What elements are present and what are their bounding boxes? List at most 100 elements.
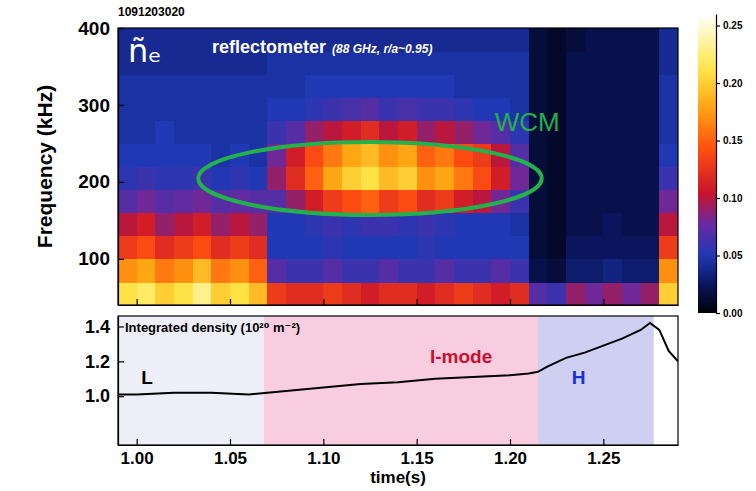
heatmap-cell: [585, 190, 604, 214]
heatmap-cell: [622, 167, 641, 191]
tick: 1.00: [121, 439, 154, 468]
tick: 1.10: [307, 439, 340, 468]
heatmap-cell: [510, 236, 529, 260]
heatmap-cell: [249, 190, 268, 214]
heatmap-cell: [585, 120, 604, 144]
tick-mark: [510, 299, 511, 305]
heatmap-cell: [473, 120, 492, 144]
heatmap-cell: [305, 167, 324, 191]
heatmap-cell: [305, 97, 324, 121]
heatmap-cell: [603, 236, 622, 260]
heatmap-cell: [286, 167, 305, 191]
heatmap-cell: [547, 259, 566, 283]
tick-mark: [716, 83, 720, 84]
heatmap-cell: [211, 97, 230, 121]
heatmap-cell: [435, 28, 454, 52]
heatmap-cell: [323, 259, 342, 283]
heatmap-cell: [491, 167, 510, 191]
tick-label: 400: [78, 18, 110, 39]
heatmap-cell: [566, 74, 585, 98]
heatmap-cell: [547, 143, 566, 167]
tick-label: 1.10: [307, 449, 340, 468]
heatmap-cell: [417, 97, 436, 121]
heatmap-cell: [342, 236, 361, 260]
heatmap-cell: [566, 97, 585, 121]
heatmap-cell: [305, 236, 324, 260]
signal-label: ñₑ: [128, 32, 162, 70]
heatmap-cell: [342, 190, 361, 214]
heatmap-cell: [454, 97, 473, 121]
tick-mark: [230, 439, 231, 445]
heatmap-cell: [361, 259, 380, 283]
heatmap-cell: [193, 213, 212, 237]
heatmap-cell: [398, 97, 417, 121]
tick-label: 1.0: [85, 386, 110, 406]
heatmap-cell: [603, 120, 622, 144]
heatmap-cell: [211, 120, 230, 144]
heatmap-cell: [230, 282, 249, 305]
heatmap-cell: [510, 74, 529, 98]
heatmap-cell: [491, 259, 510, 283]
heatmap-cell: [398, 259, 417, 283]
heatmap-cell: [174, 28, 193, 52]
heatmap-cell: [473, 28, 492, 52]
subtitle-note: (88 GHz, r/a~0.95): [332, 42, 432, 56]
tick: 1.2: [85, 352, 124, 372]
heatmap-cell: [417, 236, 436, 260]
heatmap-cell: [659, 167, 678, 191]
heatmap-cell: [118, 97, 137, 121]
heatmap-cell: [510, 167, 529, 191]
heatmap-cell: [174, 213, 193, 237]
tick: [603, 299, 604, 305]
axis-line: [716, 15, 717, 314]
heatmap-cell: [603, 259, 622, 283]
heatmap-cell: [622, 143, 641, 167]
chart-title: 1091203020: [118, 5, 185, 19]
region-label: H: [572, 367, 586, 388]
heatmap-cell: [361, 97, 380, 121]
axis-line: [118, 317, 119, 446]
heatmap-cell: [417, 74, 436, 98]
heatmap-cell: [622, 51, 641, 75]
tick-label: 200: [78, 171, 110, 192]
heatmap-cell: [342, 74, 361, 98]
region: [538, 316, 654, 445]
heatmap-cell: [510, 259, 529, 283]
heatmap-cell: [137, 120, 156, 144]
tick-label: 1.20: [494, 449, 527, 468]
heatmap-cell: [566, 259, 585, 283]
heatmap-cell: [622, 120, 641, 144]
heatmap-cell: [379, 236, 398, 260]
heatmap-cell: [267, 236, 286, 260]
heatmap-cell: [137, 97, 156, 121]
tick-mark: [603, 439, 604, 445]
heatmap-cell: [454, 74, 473, 98]
tick-label: 0.00: [723, 308, 743, 319]
heatmap-cell: [641, 143, 660, 167]
heatmap-cell: [622, 282, 641, 305]
tick-mark: [118, 396, 124, 397]
subtitle: reflectometer: [212, 37, 326, 57]
tick: 100: [78, 248, 124, 269]
heatmap-cell: [603, 97, 622, 121]
axis-line: [118, 29, 119, 306]
heatmap-cell: [211, 259, 230, 283]
heatmap-cell: [585, 282, 604, 305]
tick-mark: [230, 299, 231, 305]
region: [118, 316, 264, 445]
tick: 1.4: [85, 317, 124, 337]
heatmap-cell: [249, 74, 268, 98]
heatmap-cell: [379, 259, 398, 283]
heatmap-cell: [659, 236, 678, 260]
heatmap-cell: [211, 167, 230, 191]
region-label: L: [141, 367, 153, 388]
heatmap-cell: [547, 167, 566, 191]
heatmap-cell: [417, 282, 436, 305]
y-axis: 100200300400: [78, 18, 124, 306]
heatmap-cell: [454, 167, 473, 191]
heatmap-cell: [641, 213, 660, 237]
heatmap-cell: [342, 259, 361, 283]
heatmap-cell: [547, 51, 566, 75]
heatmap-cell: [473, 282, 492, 305]
tick-label: 1.05: [214, 449, 247, 468]
